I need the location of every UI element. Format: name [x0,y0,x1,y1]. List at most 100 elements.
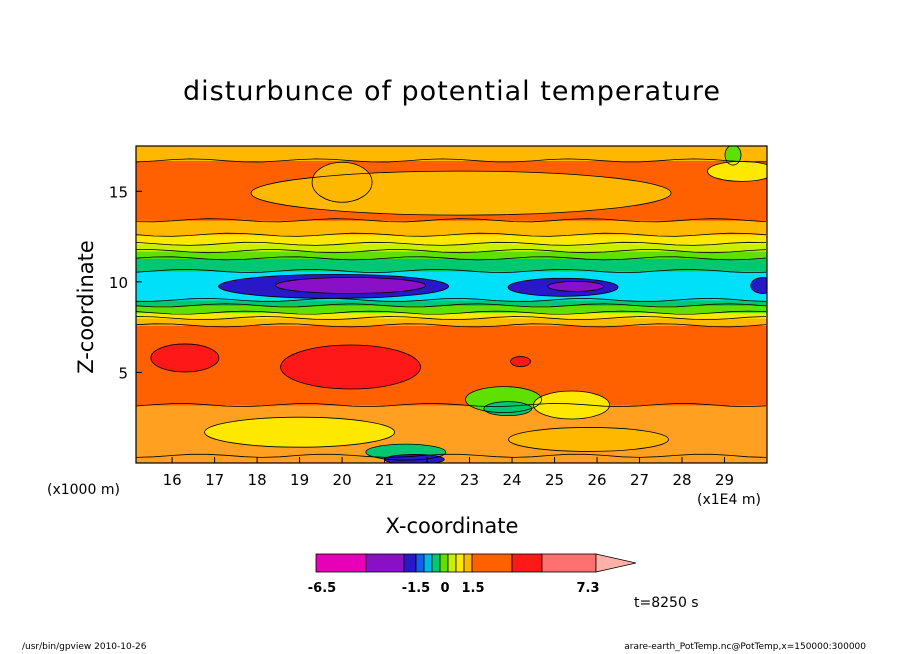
colorbar-segment-2 [403,553,417,573]
contour-line-11 [136,241,767,246]
chart-title: disturbunce of potential temperature [183,76,721,107]
contour-outline-3 [275,277,426,294]
y-tick-label-15: 15 [109,183,128,201]
x-axis-label: X-coordinate [385,514,519,538]
colorbar-label-2: 0 [440,581,449,596]
contour-line-12 [136,232,767,237]
field-region-17 [725,146,742,166]
field-region-1 [312,162,373,203]
x-tick-label-17: 17 [205,471,224,489]
colorbar-segment-0 [315,553,367,573]
band-2 [136,325,767,406]
field-region-18 [707,161,767,182]
contour-outline-13 [204,416,395,448]
y-tick-label-5: 5 [118,364,128,382]
band-4 [136,312,767,319]
colorbar-segment-10 [471,553,513,573]
x-tick-label-16: 16 [163,471,182,489]
contour-line-8 [136,268,767,274]
field-region-14 [508,427,669,452]
contour-outline-4 [507,277,619,297]
field-region-5 [547,281,604,292]
contour-line-9 [136,256,767,261]
colorbar-label-4: 7.3 [576,581,599,596]
contour-line-5 [136,310,767,315]
contour-line-14 [136,158,766,163]
x-tick-label-24: 24 [503,471,522,489]
colorbar-label-1: -1.5 [402,581,430,596]
band-5 [136,305,767,314]
contour-outline-2 [218,273,449,299]
y-tick-label-10: 10 [109,274,128,292]
contour-outline-8 [280,344,421,390]
field-region-12 [533,391,610,420]
contour-outline-15 [365,443,447,461]
band-8 [136,258,767,272]
contour-outline-12 [533,390,610,420]
colorbar-segment-8 [455,553,465,573]
contour-outline-11 [483,401,533,417]
colorbar-label-0: -6.5 [308,581,336,596]
colorbar-segment-7 [447,553,457,573]
time-label: t=8250 s [634,595,699,611]
contour-line-7 [136,297,767,302]
x-tick-label-22: 22 [418,471,437,489]
contour-outline-6 [750,277,767,294]
contour-line-13 [136,218,767,223]
x-tick-label-29: 29 [715,471,734,489]
field-region-13 [204,417,395,448]
colorbar-segment-3 [415,553,425,573]
contour-outline-14 [508,427,669,452]
footer-right: arare-earth_PotTemp.nc@PotTemp,x=150000:… [624,642,866,652]
contour-outline-7 [150,343,220,373]
x-unit-left: (x1000 m) [47,482,120,498]
field-region-3 [275,277,426,294]
contour-line-6 [136,303,767,308]
x-tick-label-23: 23 [460,471,479,489]
contour-outline-17 [724,146,742,166]
plot-frame [135,145,768,464]
footer-left: /usr/bin/gpview 2010-10-26 [22,642,147,652]
x-tick-label-28: 28 [672,471,691,489]
field-region-9 [510,356,531,367]
colorbar-segment-6 [439,553,449,573]
contour-outline-10 [465,386,542,414]
band-6 [136,299,767,306]
colorbar-segment-9 [463,553,473,573]
x-tick-label-25: 25 [545,471,564,489]
contour-outline-9 [510,356,531,367]
band-0 [136,455,767,463]
contour-outline-0 [250,170,672,216]
y-axis-label: Z-coordinate [74,240,98,374]
contour-line-2 [136,403,767,408]
contour-outline-1 [311,161,373,203]
contour-line-4 [136,316,767,321]
field-region-16 [384,454,445,463]
colorbar-segment-12 [541,553,597,573]
field-region-6 [750,277,767,294]
contour-line-1 [136,453,767,458]
band-9 [136,251,767,259]
colorbar-segment-4 [423,553,433,573]
field-region-7 [150,343,219,372]
x-tick-label-18: 18 [248,471,267,489]
band-11 [136,234,767,245]
band-14 [136,146,767,161]
x-tick-label-21: 21 [375,471,394,489]
x-unit-right: (x1E4 m) [697,492,761,508]
contour-outline-5 [547,280,605,292]
colorbar-segment-1 [365,553,405,573]
band-3 [136,318,767,326]
colorbar-label-3: 1.5 [461,581,484,596]
contour-outline-18 [707,160,767,182]
contour-line-10 [136,249,767,254]
band-12 [136,220,767,236]
colorbar-segment-11 [511,553,543,573]
band-10 [136,243,767,252]
field-region-8 [280,344,421,389]
x-tick-label-19: 19 [290,471,309,489]
contour-line-3 [136,323,767,328]
x-tick-label-27: 27 [630,471,649,489]
colorbar-segment-5 [431,553,441,573]
